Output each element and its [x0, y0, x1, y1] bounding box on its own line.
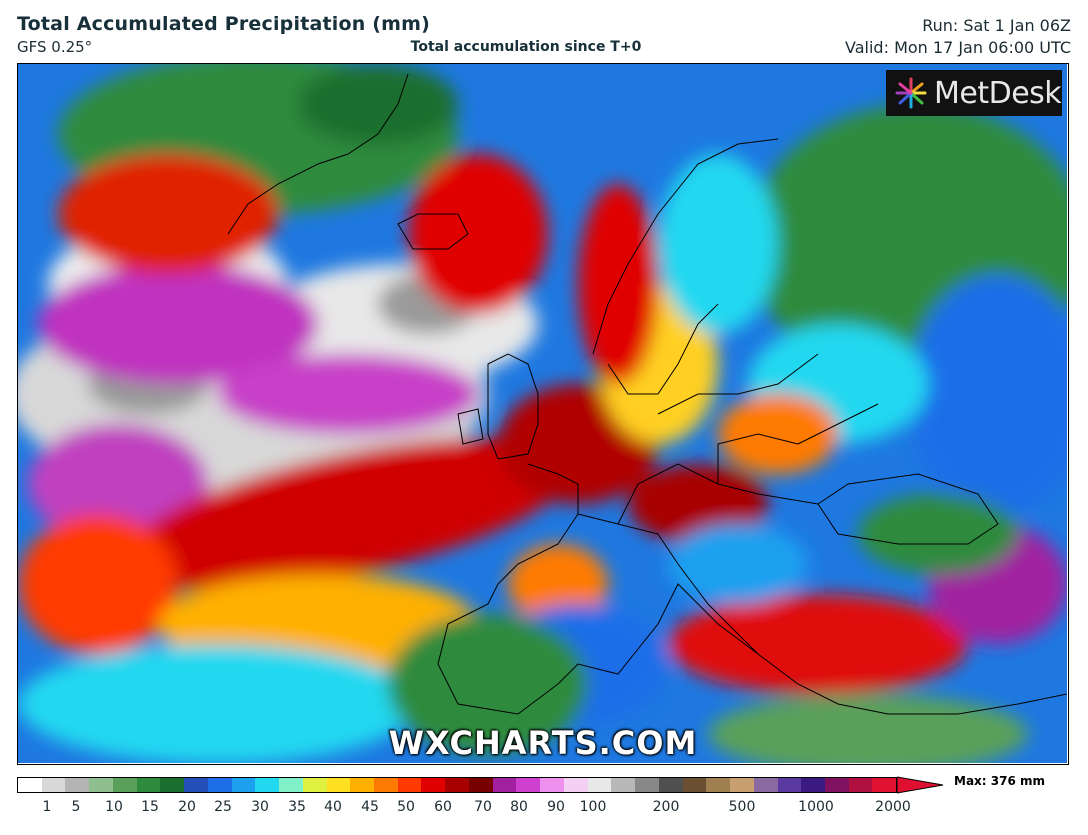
colorbar-swatch — [563, 778, 588, 792]
colorbar-tick-label: 30 — [251, 799, 269, 815]
chart-subtitle: Total accumulation since T+0 — [0, 39, 1088, 55]
colorbar-swatch — [445, 778, 469, 792]
colorbar-swatch — [682, 778, 707, 792]
colorbar-swatch — [468, 778, 493, 792]
starburst-logo-icon — [895, 77, 927, 109]
colorbar-swatch — [207, 778, 232, 792]
colorbar-swatch — [611, 778, 636, 792]
scandinavia-coast — [592, 138, 779, 395]
colorbar-tick-label: 1 — [42, 799, 52, 815]
colorbar-tick-label: 10 — [105, 799, 123, 815]
colorbar-swatch — [279, 778, 303, 792]
colorbar-swatch — [658, 778, 683, 792]
colorbar-swatch — [184, 778, 208, 792]
colorbar-tick-label: 200 — [652, 799, 680, 815]
colorbar-swatch — [160, 778, 185, 792]
colorbar-tick-label: 25 — [214, 799, 232, 815]
black-sea-coast — [817, 473, 999, 545]
colorbar-tick-label: 500 — [728, 799, 756, 815]
colorbar-tick-label: 40 — [324, 799, 342, 815]
colorbar-swatch — [753, 778, 778, 792]
colorbar-tick-label: 1000 — [798, 799, 834, 815]
chart-title: Total Accumulated Precipitation (mm) — [17, 13, 431, 35]
colorbar-swatch — [112, 778, 137, 792]
colorbar-swatch — [777, 778, 802, 792]
map-field — [18, 64, 1067, 763]
precipitation-map: MetDesk WXCHARTS.COM — [17, 63, 1069, 765]
colorbar-swatch — [326, 778, 351, 792]
continent-coast — [437, 463, 1067, 715]
colorbar-swatch — [492, 778, 517, 792]
colorbar-swatch — [872, 778, 897, 792]
colorbar-swatch — [41, 778, 66, 792]
colorbar-tick-label: 20 — [178, 799, 196, 815]
colorbar-swatch — [824, 778, 849, 792]
subtitle-text: Total accumulation since T+0 — [410, 39, 642, 55]
colorbar-swatch — [421, 778, 446, 792]
colorbar-swatch — [706, 778, 731, 792]
max-label: Max: 376 mm — [954, 774, 1045, 788]
colorbar-tick-label: 90 — [547, 799, 565, 815]
colorbar-swatch — [231, 778, 256, 792]
colorbar-swatch — [801, 778, 825, 792]
logo-text: MetDesk — [934, 75, 1062, 111]
colorbar-swatch — [350, 778, 375, 792]
colorbar-tick-label: 2000 — [875, 799, 911, 815]
colorbar-swatch — [374, 778, 398, 792]
colorbar-tick-label: 60 — [434, 799, 452, 815]
colorbar-tick-label: 45 — [361, 799, 379, 815]
colorbar-tick-label: 15 — [141, 799, 159, 815]
metdesk-logo: MetDesk — [886, 70, 1062, 116]
colorbar-ticks: 1 5 10 15 20 25 30 35 40 45 50 60 70 80 90 100 200 500 100… — [17, 799, 911, 819]
colorbar-tick-label: 100 — [579, 799, 607, 815]
colorbar-max-arrow — [897, 776, 944, 794]
iceland-coast — [397, 213, 469, 250]
colorbar-tick-label: 80 — [510, 799, 528, 815]
colorbar-swatch — [397, 778, 422, 792]
baltic-coast — [657, 353, 819, 415]
border-lines — [577, 403, 879, 535]
colorbar-swatch — [255, 778, 280, 792]
colorbar-swatch — [730, 778, 754, 792]
colorbar-swatch — [136, 778, 161, 792]
colorbar-swatch — [65, 778, 90, 792]
colorbar-swatch — [540, 778, 564, 792]
colorbar-swatch — [302, 778, 327, 792]
british-isles-coast — [457, 353, 539, 460]
greenland-coast — [227, 73, 409, 235]
colorbar-swatch — [18, 778, 42, 792]
colorbar-tick-label: 5 — [71, 799, 81, 815]
colorbar-tick-label: 70 — [474, 799, 492, 815]
run-label: Run: Sat 1 Jan 06Z — [922, 16, 1071, 35]
colorbar-tick-label: 50 — [397, 799, 415, 815]
colorbar-swatch — [587, 778, 612, 792]
colorbar — [17, 777, 897, 793]
colorbar-tick-label: 35 — [288, 799, 306, 815]
colorbar-swatch — [635, 778, 659, 792]
italy-coast — [657, 533, 759, 655]
watermark: WXCHARTS.COM — [388, 724, 698, 762]
colorbar-swatch — [848, 778, 873, 792]
valid-label: Valid: Mon 17 Jan 06:00 UTC — [845, 38, 1071, 57]
colorbar-swatch — [89, 778, 113, 792]
model-label: GFS 0.25° — [17, 38, 93, 56]
colorbar-swatch — [516, 778, 541, 792]
